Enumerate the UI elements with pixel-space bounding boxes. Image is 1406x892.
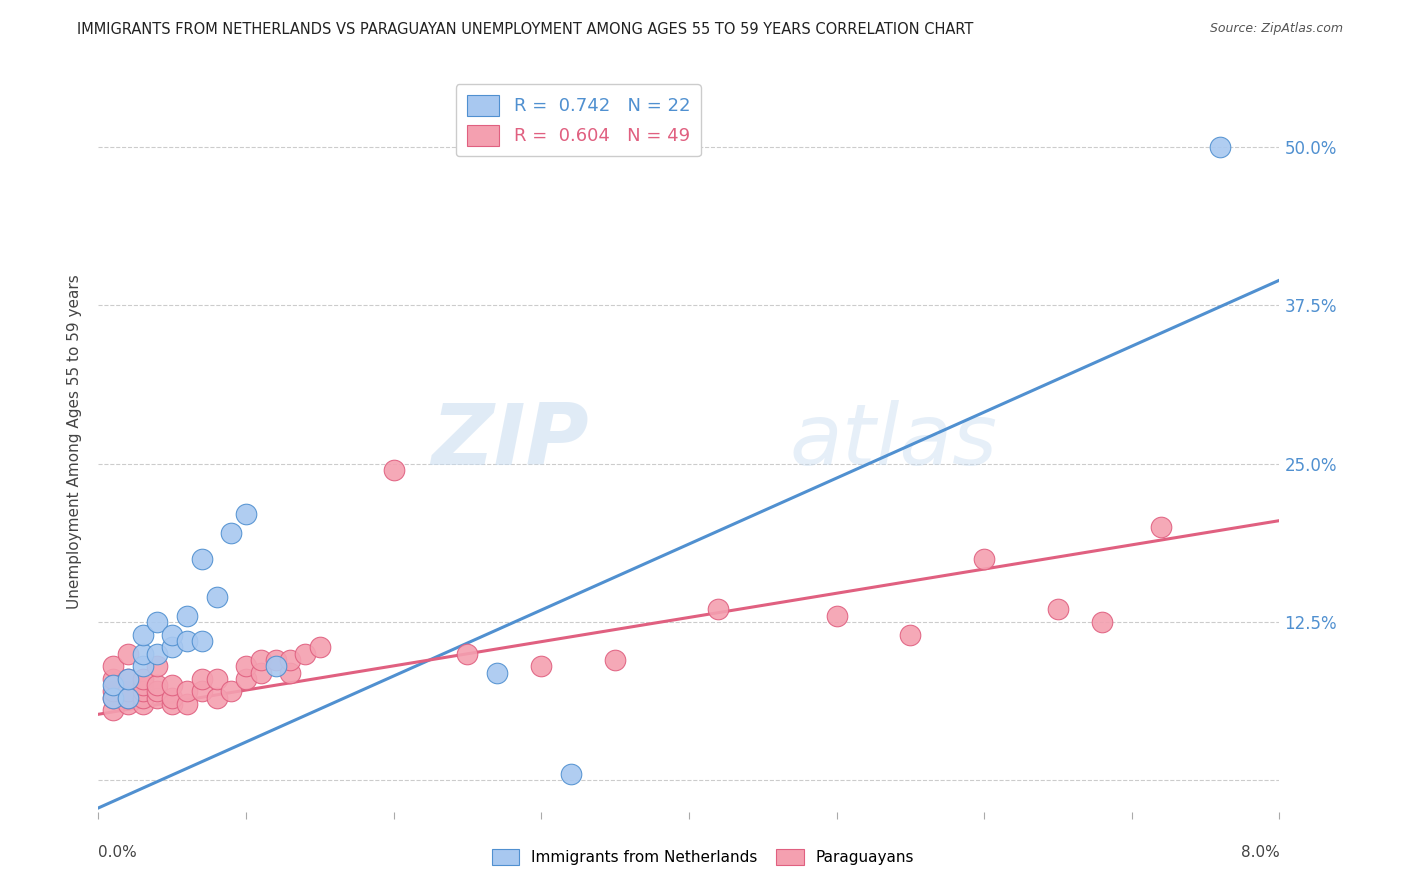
Point	[1046, 602, 1070, 616]
Point	[280, 653, 302, 667]
Point	[162, 690, 183, 705]
Point	[117, 684, 139, 698]
Point	[103, 678, 125, 692]
Point	[191, 684, 214, 698]
Point	[103, 703, 125, 717]
Legend: R =  0.742   N = 22, R =  0.604   N = 49: R = 0.742 N = 22, R = 0.604 N = 49	[456, 84, 702, 156]
Point	[132, 647, 155, 661]
Point	[264, 653, 287, 667]
Point	[162, 697, 183, 711]
Point	[117, 690, 139, 705]
Point	[486, 665, 509, 680]
Text: ZIP: ZIP	[430, 400, 589, 483]
Point	[146, 684, 169, 698]
Point	[176, 608, 198, 623]
Point	[132, 684, 155, 698]
Point	[132, 697, 155, 711]
Point	[1091, 615, 1114, 629]
Point	[117, 690, 139, 705]
Point	[280, 665, 302, 680]
Point	[191, 633, 214, 648]
Point	[235, 508, 257, 522]
Point	[250, 665, 273, 680]
Point	[1150, 520, 1173, 534]
Point	[162, 640, 183, 655]
Point	[117, 672, 139, 686]
Point	[309, 640, 332, 655]
Point	[176, 633, 198, 648]
Point	[250, 653, 273, 667]
Point	[117, 647, 139, 661]
Point	[117, 697, 139, 711]
Text: Source: ZipAtlas.com: Source: ZipAtlas.com	[1209, 22, 1343, 36]
Point	[132, 627, 155, 641]
Point	[117, 672, 139, 686]
Text: atlas: atlas	[789, 400, 997, 483]
Point	[205, 672, 228, 686]
Point	[235, 672, 257, 686]
Point	[264, 659, 287, 673]
Point	[191, 672, 214, 686]
Point	[146, 678, 169, 692]
Point	[146, 647, 169, 661]
Point	[103, 690, 125, 705]
Point	[162, 627, 183, 641]
Point	[132, 672, 155, 686]
Point	[162, 678, 183, 692]
Point	[103, 672, 125, 686]
Point	[560, 766, 582, 780]
Text: 0.0%: 0.0%	[98, 845, 138, 860]
Point	[825, 608, 848, 623]
Point	[973, 551, 995, 566]
Point	[235, 659, 257, 673]
Point	[1209, 140, 1232, 154]
Point	[146, 615, 169, 629]
Point	[457, 647, 479, 661]
Point	[176, 697, 198, 711]
Point	[191, 551, 214, 566]
Point	[221, 684, 243, 698]
Point	[146, 690, 169, 705]
Legend: Immigrants from Netherlands, Paraguayans: Immigrants from Netherlands, Paraguayans	[485, 843, 921, 871]
Point	[605, 653, 627, 667]
Point	[132, 690, 155, 705]
Y-axis label: Unemployment Among Ages 55 to 59 years: Unemployment Among Ages 55 to 59 years	[67, 274, 83, 609]
Point	[382, 463, 405, 477]
Point	[294, 647, 316, 661]
Point	[707, 602, 730, 616]
Point	[205, 690, 228, 705]
Point	[530, 659, 553, 673]
Text: 8.0%: 8.0%	[1240, 845, 1279, 860]
Point	[146, 659, 169, 673]
Point	[132, 678, 155, 692]
Point	[900, 627, 922, 641]
Point	[221, 526, 243, 541]
Point	[103, 690, 125, 705]
Point	[103, 684, 125, 698]
Point	[205, 590, 228, 604]
Point	[103, 659, 125, 673]
Text: IMMIGRANTS FROM NETHERLANDS VS PARAGUAYAN UNEMPLOYMENT AMONG AGES 55 TO 59 YEARS: IMMIGRANTS FROM NETHERLANDS VS PARAGUAYA…	[77, 22, 974, 37]
Point	[176, 684, 198, 698]
Point	[132, 659, 155, 673]
